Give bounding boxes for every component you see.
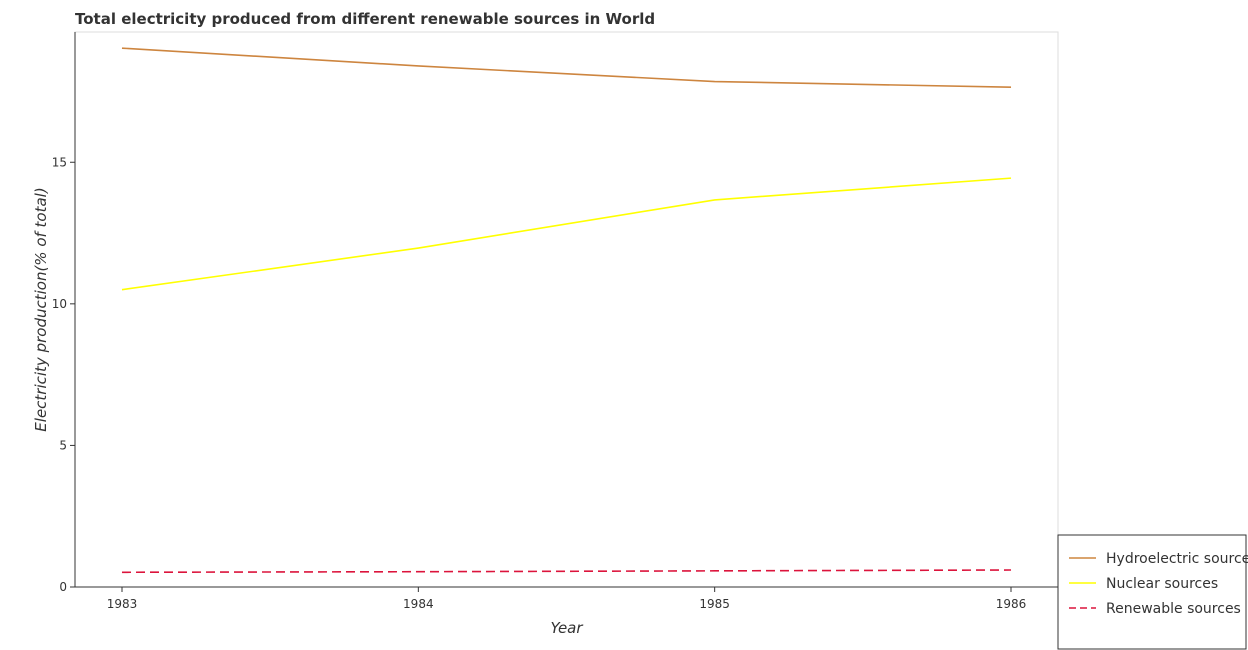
x-tick-label: 1983	[107, 597, 138, 611]
legend-box	[1057, 534, 1247, 650]
legend-label: Renewable sources	[1106, 601, 1241, 617]
x-axis-label: Year	[550, 619, 583, 637]
axes: 0 5 10 15 1983 1984 1985 1986	[52, 31, 1059, 611]
y-tick-label: 5	[59, 438, 67, 452]
y-tick-label: 15	[52, 155, 67, 169]
legend-label: Hydroelectric sources	[1106, 551, 1248, 567]
x-tick-label: 1986	[996, 597, 1027, 611]
legend: Hydroelectric sources Nuclear sources Rene…	[1057, 534, 1248, 650]
series-layer	[121, 47, 1012, 574]
x-tick-label: 1984	[403, 597, 434, 611]
series-line-renewable-sources	[121, 569, 1012, 574]
x-tick-label: 1985	[699, 597, 730, 611]
y-tick-label: 0	[59, 580, 67, 594]
y-axis-label: Electricity production(% of total)	[32, 187, 50, 431]
legend-label: Nuclear sources	[1106, 576, 1218, 592]
series-line-nuclear-sources	[121, 177, 1012, 291]
series-line-hydroelectric-sources	[121, 47, 1012, 89]
chart-title: Total electricity produced from differen…	[75, 10, 655, 28]
y-tick-label: 10	[52, 297, 67, 311]
plot-frame	[74, 31, 1059, 588]
